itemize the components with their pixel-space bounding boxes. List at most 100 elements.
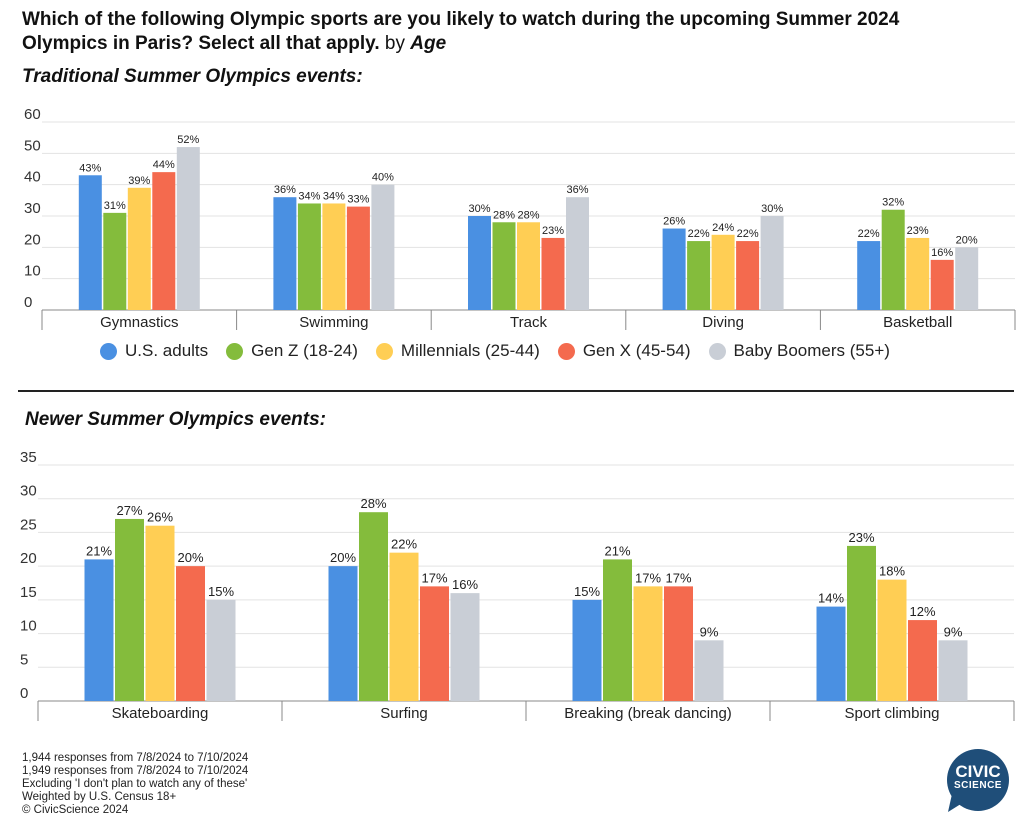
data-label: 22% (858, 228, 880, 240)
data-label: 24% (712, 222, 734, 234)
bar (176, 147, 200, 310)
bar (115, 518, 144, 701)
data-label: 40% (372, 172, 394, 184)
bar (273, 197, 297, 310)
bar (877, 579, 907, 701)
logo-line-1: CIVIC (955, 762, 1001, 781)
bar (492, 222, 516, 310)
category-label: Breaking (break dancing) (564, 705, 732, 722)
bar (176, 566, 205, 701)
bar (517, 222, 540, 310)
y-tick-label: 10 (24, 263, 41, 280)
bar (420, 586, 449, 701)
bar (127, 187, 151, 310)
category-label: Surfing (380, 705, 428, 722)
newer-events-heading: Newer Summer Olympics events: (25, 409, 326, 430)
data-label: 30% (761, 203, 783, 215)
legend-label: Baby Boomers (55+) (733, 341, 890, 360)
legend-label: Gen X (45-54) (582, 341, 691, 360)
category-label: Swimming (299, 314, 368, 331)
data-label: 15% (208, 584, 234, 599)
data-label: 22% (737, 228, 759, 240)
y-tick-label: 30 (20, 483, 37, 500)
data-label: 44% (153, 159, 175, 171)
category-label: Skateboarding (112, 705, 209, 722)
logo-line-2: SCIENCE (954, 780, 1002, 791)
bar (359, 512, 388, 701)
legend-label: Millennials (25-44) (400, 341, 540, 360)
data-label: 22% (688, 228, 710, 240)
bar (468, 216, 491, 310)
traditional-events-chart: 0 10 20 30 40 50 60 43% 31% 39%44% 52% Gymnastics 36… (24, 106, 1016, 331)
bar (389, 552, 419, 701)
bar (103, 212, 127, 310)
footnote-exclusion: Excluding 'I don't plan to watch any of … (22, 778, 248, 790)
data-label: 21% (86, 543, 112, 558)
data-label: 39% (128, 175, 150, 187)
legend-item: Millennials (25-44) (375, 341, 540, 361)
y-tick-label: 5 (20, 651, 28, 668)
legend-label: Gen Z (18-24) (251, 341, 358, 360)
legend-swatch-icon (557, 342, 575, 360)
legend-item: Gen Z (18-24) (226, 341, 358, 361)
data-label: 23% (848, 530, 874, 545)
data-label: 30% (468, 203, 490, 215)
bar (847, 545, 876, 701)
category-label: Diving (702, 314, 744, 331)
bar (206, 599, 236, 701)
civicscience-logo-icon (947, 749, 1009, 812)
bar (371, 184, 395, 310)
data-label: 43% (79, 162, 101, 174)
bar (908, 620, 937, 701)
bar (664, 586, 693, 701)
legend-item: U.S. adults (100, 341, 208, 361)
data-label: 21% (604, 543, 630, 558)
footnote-weighting: Weighted by U.S. Census 18+ (22, 791, 177, 803)
category-label: Basketball (883, 314, 952, 331)
data-label: 9% (700, 624, 719, 639)
newer-events-chart: 0 5 10 15 20 25 30 35 21% 27% 26% 20% 15% Skateboardi… (20, 450, 1015, 722)
bar (541, 237, 565, 310)
bar (78, 175, 102, 310)
bar (906, 237, 930, 310)
legend: U.S. adults Gen Z (18-24) Millennials (25-… (100, 341, 908, 361)
bar (633, 586, 663, 701)
category-label: Gymnastics (100, 314, 178, 331)
by-label: by (384, 33, 405, 54)
data-label: 26% (147, 510, 173, 525)
data-label: 20% (330, 550, 356, 565)
data-label: 34% (323, 190, 345, 202)
data-label: 17% (421, 570, 447, 585)
footnote-copyright: © CivicScience 2024 (22, 804, 129, 816)
legend-label: U.S. adults (125, 341, 209, 360)
y-tick-label: 30 (24, 200, 41, 217)
bar (566, 197, 589, 310)
data-label: 36% (566, 184, 588, 196)
data-label: 27% (116, 503, 142, 518)
data-label: 17% (665, 570, 691, 585)
bar (603, 559, 632, 701)
data-label: 15% (574, 584, 600, 599)
legend-swatch-icon (708, 342, 726, 360)
category-label: Sport climbing (844, 705, 939, 722)
data-label: 22% (391, 537, 417, 552)
data-label: 33% (347, 194, 369, 206)
data-label: 28% (517, 209, 539, 221)
logo-text: CIVIC SCIENCE (944, 762, 1012, 793)
bar (450, 593, 480, 701)
legend-swatch-icon (100, 342, 117, 360)
legend-item: Baby Boomers (55+) (708, 341, 890, 361)
y-tick-label: 25 (20, 516, 37, 533)
y-tick-label: 35 (20, 450, 37, 466)
footnotes: 1,944 responses from 7/8/2024 to 7/10/20… (22, 752, 248, 817)
legend-swatch-icon (375, 342, 393, 360)
bar (297, 203, 321, 310)
y-tick-label: 20 (20, 550, 37, 567)
data-label: 52% (177, 134, 199, 146)
bar (152, 172, 176, 310)
y-tick-label: 40 (24, 169, 41, 186)
bar (955, 247, 979, 310)
data-label: 16% (931, 247, 953, 259)
bar (687, 241, 711, 310)
y-tick-label: 15 (20, 584, 37, 601)
